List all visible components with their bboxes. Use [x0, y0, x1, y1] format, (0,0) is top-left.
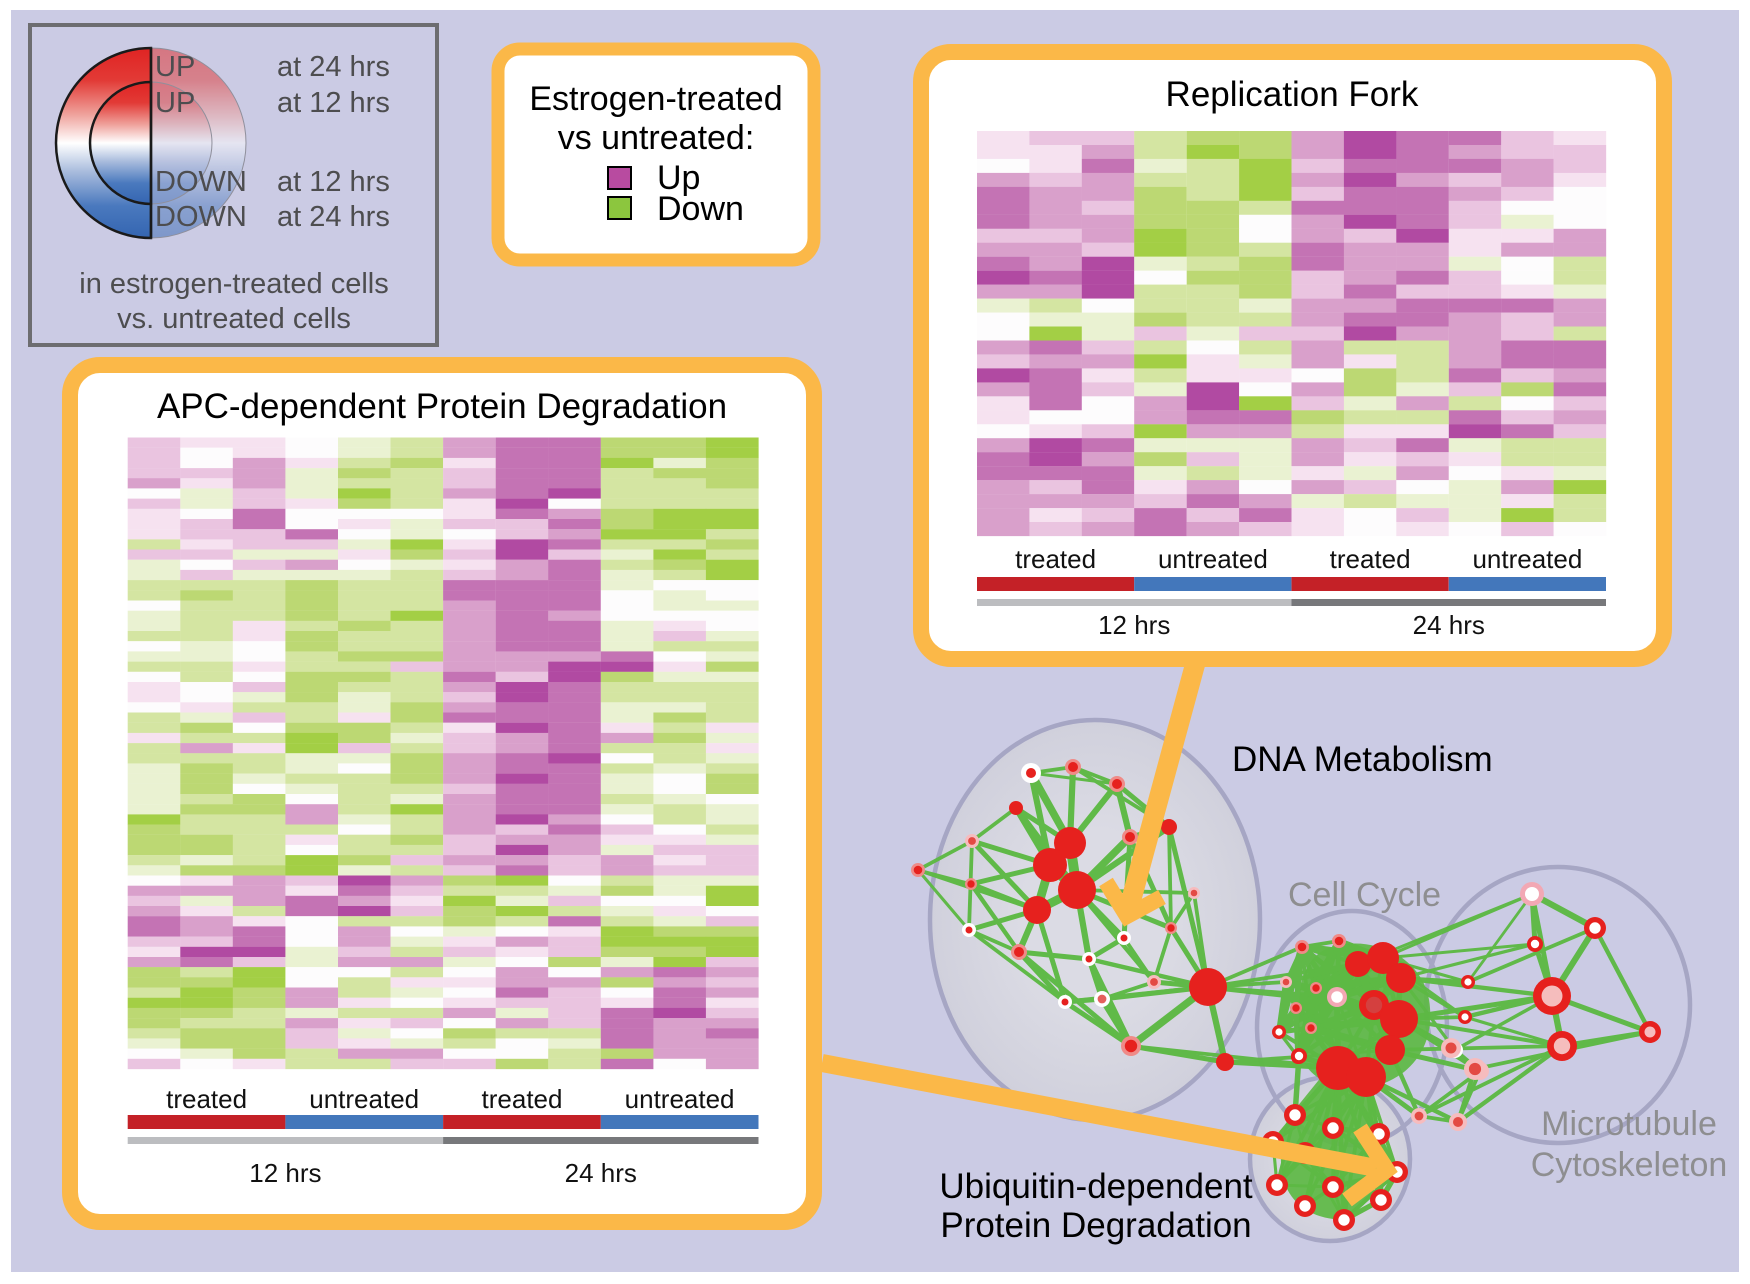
svg-text:untreated: untreated	[1158, 544, 1268, 574]
svg-text:treated: treated	[166, 1084, 247, 1114]
svg-text:Ubiquitin-dependent: Ubiquitin-dependent	[939, 1167, 1253, 1206]
svg-text:at 12 hrs: at 12 hrs	[277, 166, 390, 198]
svg-text:UP: UP	[155, 51, 195, 83]
svg-text:vs. untreated cells: vs. untreated cells	[117, 303, 351, 335]
svg-text:untreated: untreated	[625, 1084, 735, 1114]
svg-text:Replication Fork: Replication Fork	[1166, 75, 1419, 114]
svg-text:DOWN: DOWN	[155, 166, 247, 198]
svg-text:DOWN: DOWN	[155, 201, 247, 233]
svg-text:UP: UP	[155, 87, 195, 119]
svg-text:Down: Down	[657, 190, 744, 228]
svg-text:Up: Up	[657, 159, 700, 197]
svg-text:APC-dependent Protein Degradat: APC-dependent Protein Degradation	[157, 387, 727, 426]
svg-text:vs untreated:: vs untreated:	[558, 119, 755, 157]
svg-text:treated: treated	[1015, 544, 1096, 574]
svg-text:untreated: untreated	[1472, 544, 1582, 574]
svg-text:Cytoskeleton: Cytoskeleton	[1531, 1146, 1728, 1184]
svg-text:12 hrs: 12 hrs	[249, 1158, 321, 1188]
svg-text:untreated: untreated	[309, 1084, 419, 1114]
svg-text:at 12 hrs: at 12 hrs	[277, 87, 390, 119]
svg-text:Protein Degradation: Protein Degradation	[940, 1206, 1251, 1245]
svg-text:Estrogen-treated: Estrogen-treated	[529, 80, 782, 118]
svg-text:treated: treated	[482, 1084, 563, 1114]
svg-text:treated: treated	[1330, 544, 1411, 574]
svg-text:Cell Cycle: Cell Cycle	[1288, 876, 1441, 914]
svg-text:DNA Metabolism: DNA Metabolism	[1232, 740, 1493, 779]
svg-text:Microtubule: Microtubule	[1541, 1105, 1717, 1143]
svg-text:24 hrs: 24 hrs	[565, 1158, 637, 1188]
svg-text:at 24 hrs: at 24 hrs	[277, 201, 390, 233]
svg-text:at 24 hrs: at 24 hrs	[277, 51, 390, 83]
svg-text:12 hrs: 12 hrs	[1098, 610, 1170, 640]
svg-text:24 hrs: 24 hrs	[1413, 610, 1485, 640]
svg-text:in estrogen-treated cells: in estrogen-treated cells	[79, 268, 389, 300]
